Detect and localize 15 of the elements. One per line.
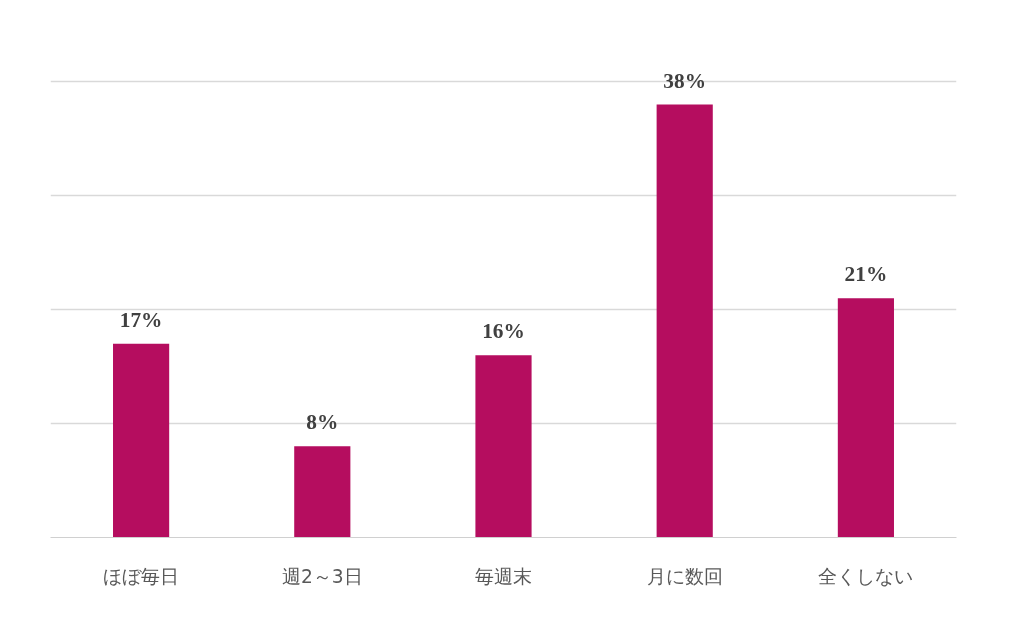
- data-label: 38%: [663, 68, 707, 93]
- x-tick-label: 週2～3日: [281, 565, 363, 587]
- x-tick-label: 全くしない: [818, 565, 914, 587]
- bar: [656, 104, 713, 538]
- x-tick-label: 毎週末: [475, 565, 532, 587]
- bar: [475, 355, 532, 538]
- x-tick-label: 月に数回: [646, 565, 723, 587]
- bar: [837, 298, 894, 538]
- x-tick-label: ほぼ毎日: [103, 565, 180, 587]
- data-label: 21%: [844, 262, 888, 287]
- data-label: 17%: [119, 307, 163, 332]
- bar: [294, 446, 351, 538]
- data-label: 8%: [306, 410, 339, 435]
- bar: [113, 343, 170, 538]
- data-label: 16%: [482, 319, 525, 344]
